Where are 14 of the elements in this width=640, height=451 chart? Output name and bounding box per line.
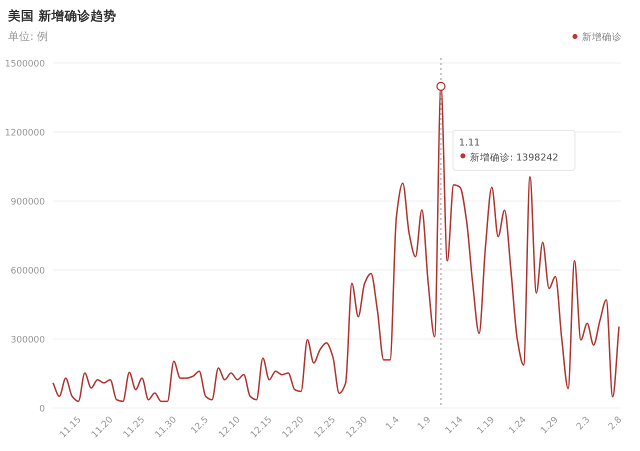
legend: 新增确诊 (572, 32, 622, 43)
x-tick-label: 2.3 (575, 415, 592, 432)
legend-label: 新增确诊 (582, 31, 622, 43)
y-tick-label: 1500000 (4, 60, 46, 70)
chart-title: 美国 新增确诊趋势 (7, 8, 116, 23)
y-tick-label: 0 (39, 404, 46, 414)
y-tick-label: 1200000 (4, 128, 46, 138)
chart-subtitle: 单位: 例 (8, 30, 48, 43)
y-tick-label: 600000 (10, 266, 46, 276)
y-tick-label: 900000 (10, 198, 46, 208)
x-tick-label: 1.9 (416, 414, 434, 432)
y-tick-label: 300000 (10, 336, 46, 346)
x-tick-label: 2.8 (606, 414, 624, 432)
x-tick-label: 1.4 (384, 414, 402, 432)
